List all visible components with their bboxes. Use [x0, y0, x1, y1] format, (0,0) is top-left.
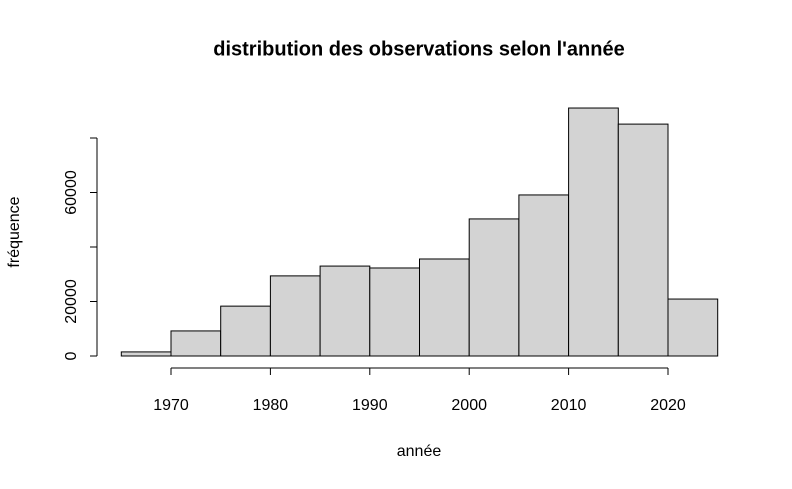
y-tick-label: 0 — [63, 351, 80, 360]
y-tick-label: 20000 — [63, 279, 80, 324]
bar — [419, 258, 470, 357]
x-tick-label: 1990 — [352, 397, 388, 414]
y-axis-label: fréquence — [6, 196, 23, 267]
bar — [319, 265, 371, 357]
bar — [617, 123, 669, 357]
bar — [120, 351, 172, 357]
bar — [518, 194, 570, 357]
bar — [568, 107, 619, 357]
bar — [369, 267, 420, 357]
x-tick-label: 2000 — [451, 397, 487, 414]
bar — [220, 305, 271, 357]
bar — [468, 218, 520, 357]
x-tick-label: 2020 — [650, 397, 686, 414]
chart-title: distribution des observations selon l'an… — [213, 38, 625, 60]
x-tick-label: 1980 — [253, 397, 289, 414]
bar — [667, 298, 719, 357]
x-axis-label: année — [397, 443, 442, 460]
bar — [170, 330, 222, 357]
x-tick-label: 2010 — [551, 397, 587, 414]
bar — [269, 275, 321, 357]
x-tick-label: 1970 — [153, 397, 189, 414]
y-tick-label: 60000 — [63, 170, 80, 215]
